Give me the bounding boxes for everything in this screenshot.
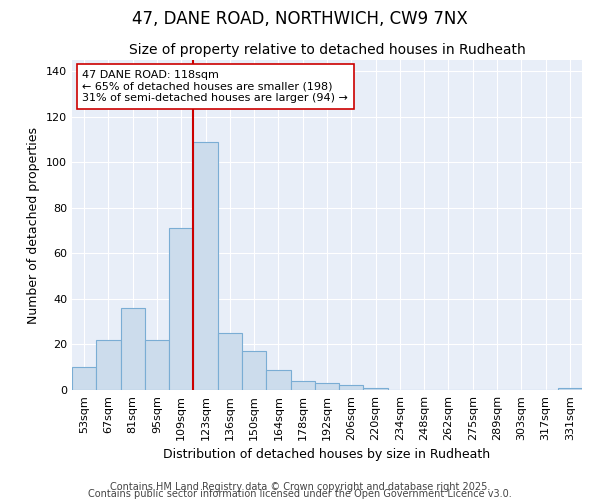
Text: 47 DANE ROAD: 118sqm
← 65% of detached houses are smaller (198)
31% of semi-deta: 47 DANE ROAD: 118sqm ← 65% of detached h… [82,70,348,103]
Title: Size of property relative to detached houses in Rudheath: Size of property relative to detached ho… [128,44,526,58]
Bar [169,228,193,390]
Bar [193,142,218,390]
Bar [218,333,242,390]
Bar [242,352,266,390]
Bar [339,386,364,390]
Bar [364,388,388,390]
Y-axis label: Number of detached properties: Number of detached properties [28,126,40,324]
Bar [315,383,339,390]
Bar [266,370,290,390]
Bar [96,340,121,390]
Bar [145,340,169,390]
Bar [558,388,582,390]
Bar [121,308,145,390]
Text: Contains HM Land Registry data © Crown copyright and database right 2025.: Contains HM Land Registry data © Crown c… [110,482,490,492]
Bar [290,381,315,390]
Text: 47, DANE ROAD, NORTHWICH, CW9 7NX: 47, DANE ROAD, NORTHWICH, CW9 7NX [132,10,468,28]
Bar [72,367,96,390]
Text: Contains public sector information licensed under the Open Government Licence v3: Contains public sector information licen… [88,489,512,499]
X-axis label: Distribution of detached houses by size in Rudheath: Distribution of detached houses by size … [163,448,491,462]
